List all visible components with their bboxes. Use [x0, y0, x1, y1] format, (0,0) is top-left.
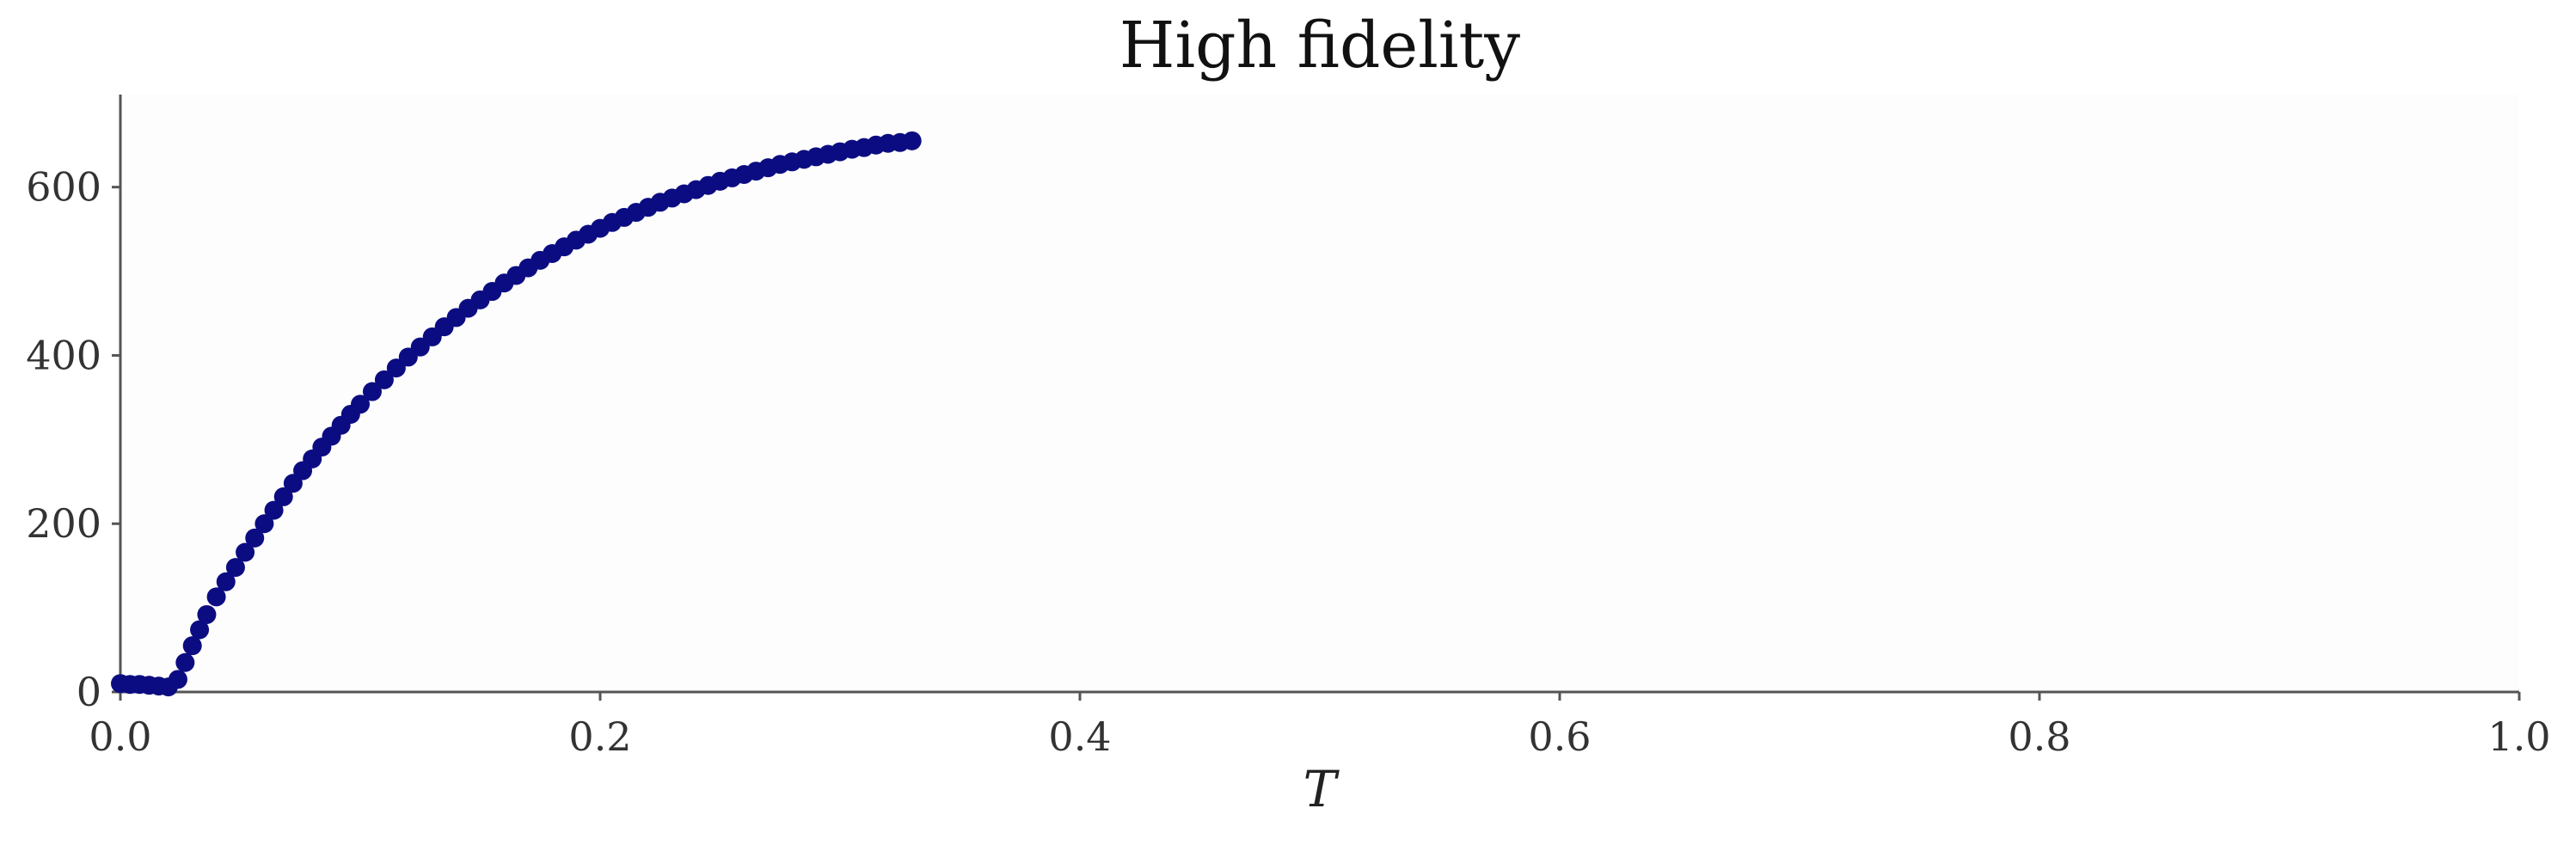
data-point	[225, 558, 245, 578]
series-points	[111, 131, 922, 697]
x-tick-label: 0.0	[89, 713, 151, 760]
y-tick-label: 600	[26, 164, 101, 211]
x-tick-label: 1.0	[2487, 713, 2550, 760]
x-tick-label: 0.8	[2008, 713, 2070, 760]
chart-title: High fidelity	[1119, 9, 1520, 83]
x-axis-label: T	[1303, 760, 1340, 818]
y-tick-label: 0	[77, 669, 101, 715]
plot-background	[120, 95, 2519, 692]
x-axis-ticks: 0.0 0.2 0.4 0.6 0.8 1.0	[89, 692, 2551, 760]
data-point	[168, 670, 187, 689]
data-point	[902, 131, 922, 150]
data-point	[206, 587, 226, 607]
y-tick-label: 200	[26, 500, 101, 547]
data-point	[273, 487, 293, 506]
data-point	[216, 572, 236, 591]
x-tick-label: 0.4	[1048, 713, 1111, 760]
data-point	[255, 514, 274, 534]
data-point	[374, 370, 394, 389]
y-axis-ticks: 0 200 400 600	[26, 164, 120, 715]
x-tick-label: 0.6	[1528, 713, 1591, 760]
data-point	[175, 652, 195, 672]
data-point	[190, 620, 210, 640]
data-point	[386, 358, 406, 378]
data-point	[245, 528, 265, 548]
data-point	[362, 382, 382, 401]
data-point	[264, 500, 284, 520]
data-point	[351, 395, 370, 414]
x-tick-label: 0.2	[568, 713, 631, 760]
data-point	[236, 542, 255, 562]
data-point	[182, 636, 202, 656]
y-tick-label: 400	[26, 332, 101, 378]
data-point	[197, 604, 217, 624]
